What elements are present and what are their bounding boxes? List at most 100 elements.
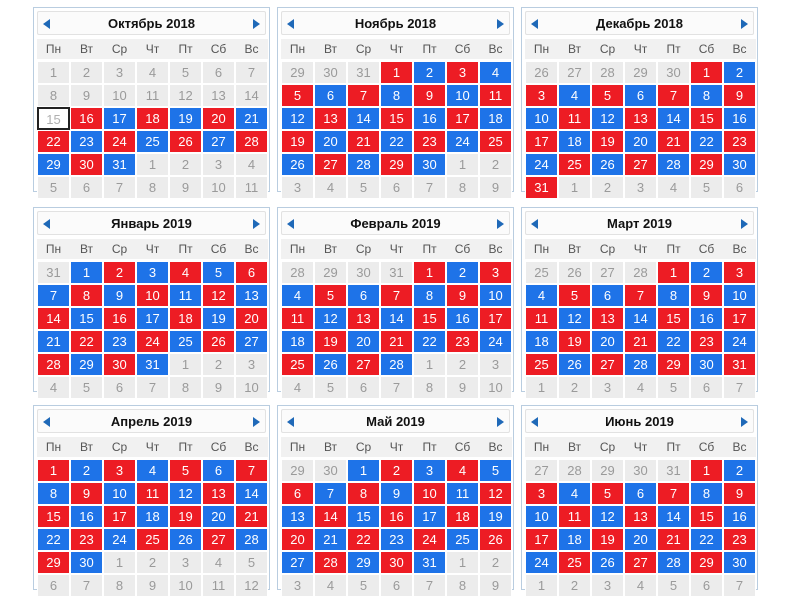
day-cell[interactable]: 14 (235, 84, 268, 107)
day-cell[interactable]: 13 (281, 505, 314, 528)
day-cell[interactable]: 1 (446, 153, 479, 176)
day-cell[interactable]: 26 (281, 153, 314, 176)
day-cell[interactable]: 30 (70, 551, 103, 574)
chevron-left-icon[interactable] (43, 219, 50, 229)
day-cell[interactable]: 1 (525, 574, 558, 597)
day-cell[interactable]: 3 (624, 176, 657, 199)
day-cell[interactable]: 24 (103, 130, 136, 153)
day-cell[interactable]: 22 (70, 330, 103, 353)
day-cell[interactable]: 21 (37, 330, 70, 353)
day-cell[interactable]: 3 (413, 459, 446, 482)
day-cell[interactable]: 4 (235, 153, 268, 176)
day-cell[interactable]: 8 (446, 574, 479, 597)
day-cell[interactable]: 5 (347, 176, 380, 199)
chevron-right-icon[interactable] (253, 417, 260, 427)
day-cell[interactable]: 8 (446, 176, 479, 199)
day-cell[interactable]: 5 (479, 459, 512, 482)
day-cell[interactable]: 30 (314, 459, 347, 482)
day-cell[interactable]: 6 (37, 574, 70, 597)
day-cell[interactable]: 31 (413, 551, 446, 574)
day-cell[interactable]: 4 (202, 551, 235, 574)
day-cell[interactable]: 9 (103, 284, 136, 307)
day-cell[interactable]: 22 (37, 130, 70, 153)
day-cell[interactable]: 1 (70, 261, 103, 284)
day-cell[interactable]: 28 (624, 353, 657, 376)
day-cell[interactable]: 1 (525, 376, 558, 399)
day-cell[interactable]: 28 (347, 153, 380, 176)
day-cell[interactable]: 17 (103, 107, 136, 130)
day-cell[interactable]: 10 (723, 284, 756, 307)
day-cell[interactable]: 21 (657, 528, 690, 551)
day-cell[interactable]: 30 (413, 153, 446, 176)
day-cell[interactable]: 20 (202, 107, 235, 130)
day-cell[interactable]: 6 (103, 376, 136, 399)
day-cell[interactable]: 22 (690, 528, 723, 551)
day-cell[interactable]: 24 (413, 528, 446, 551)
day-cell[interactable]: 16 (723, 107, 756, 130)
day-cell[interactable]: 2 (446, 261, 479, 284)
day-cell[interactable]: 13 (624, 505, 657, 528)
day-cell[interactable]: 2 (380, 459, 413, 482)
day-cell[interactable]: 5 (347, 574, 380, 597)
day-cell[interactable]: 1 (446, 551, 479, 574)
day-cell[interactable]: 29 (690, 153, 723, 176)
day-cell[interactable]: 29 (624, 61, 657, 84)
day-cell[interactable]: 31 (37, 261, 70, 284)
day-cell[interactable]: 29 (657, 353, 690, 376)
day-cell[interactable]: 4 (169, 261, 202, 284)
day-cell[interactable]: 8 (37, 84, 70, 107)
day-cell[interactable]: 1 (558, 176, 591, 199)
day-cell[interactable]: 19 (169, 107, 202, 130)
day-cell[interactable]: 15 (690, 107, 723, 130)
day-cell[interactable]: 2 (479, 551, 512, 574)
day-cell[interactable]: 4 (37, 376, 70, 399)
day-cell[interactable]: 28 (657, 551, 690, 574)
day-cell[interactable]: 29 (281, 459, 314, 482)
day-cell[interactable]: 5 (235, 551, 268, 574)
day-cell[interactable]: 4 (558, 482, 591, 505)
day-cell[interactable]: 9 (136, 574, 169, 597)
day-cell[interactable]: 29 (70, 353, 103, 376)
day-cell[interactable]: 8 (347, 482, 380, 505)
day-cell[interactable]: 1 (690, 459, 723, 482)
day-cell[interactable]: 3 (235, 353, 268, 376)
day-cell[interactable]: 14 (657, 505, 690, 528)
chevron-right-icon[interactable] (253, 19, 260, 29)
day-cell[interactable]: 24 (525, 551, 558, 574)
day-cell[interactable]: 2 (723, 459, 756, 482)
day-cell[interactable]: 27 (314, 153, 347, 176)
day-cell[interactable]: 3 (446, 61, 479, 84)
day-cell[interactable]: 28 (591, 61, 624, 84)
day-cell[interactable]: 29 (37, 551, 70, 574)
day-cell[interactable]: 19 (479, 505, 512, 528)
day-cell[interactable]: 27 (347, 353, 380, 376)
day-cell[interactable]: 24 (479, 330, 512, 353)
day-cell[interactable]: 7 (235, 459, 268, 482)
day-cell[interactable]: 16 (70, 107, 103, 130)
day-cell[interactable]: 12 (202, 284, 235, 307)
day-cell[interactable]: 5 (657, 376, 690, 399)
day-cell[interactable]: 17 (413, 505, 446, 528)
day-cell[interactable]: 2 (690, 261, 723, 284)
day-cell[interactable]: 4 (136, 61, 169, 84)
day-cell[interactable]: 5 (281, 84, 314, 107)
day-cell[interactable]: 28 (235, 528, 268, 551)
day-cell[interactable]: 27 (624, 153, 657, 176)
day-cell[interactable]: 27 (591, 353, 624, 376)
chevron-right-icon[interactable] (497, 219, 504, 229)
day-cell[interactable]: 30 (380, 551, 413, 574)
day-cell[interactable]: 4 (479, 61, 512, 84)
day-cell[interactable]: 13 (314, 107, 347, 130)
chevron-left-icon[interactable] (531, 19, 538, 29)
day-cell[interactable]: 9 (169, 176, 202, 199)
day-cell[interactable]: 7 (657, 84, 690, 107)
day-cell[interactable]: 11 (558, 107, 591, 130)
day-cell[interactable]: 16 (103, 307, 136, 330)
day-cell[interactable]: 12 (281, 107, 314, 130)
day-cell[interactable]: 8 (37, 482, 70, 505)
day-cell[interactable]: 4 (624, 376, 657, 399)
day-cell[interactable]: 8 (690, 84, 723, 107)
day-cell[interactable]: 2 (479, 153, 512, 176)
chevron-left-icon[interactable] (287, 417, 294, 427)
day-cell[interactable]: 2 (70, 459, 103, 482)
